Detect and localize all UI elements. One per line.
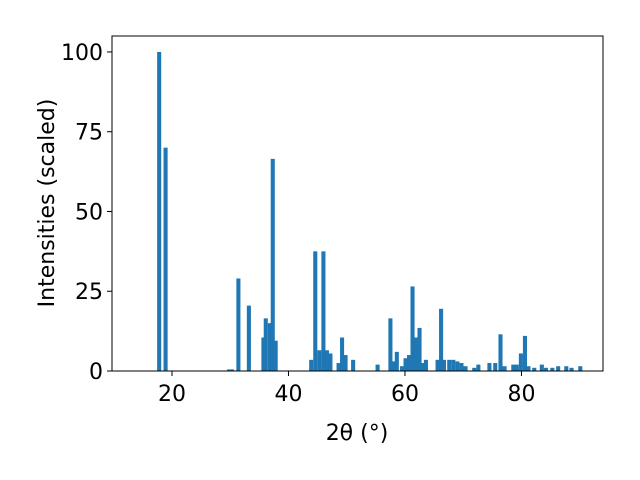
bar bbox=[463, 366, 468, 371]
x-tick-label: 20 bbox=[158, 382, 186, 407]
bar bbox=[522, 335, 527, 371]
bar bbox=[336, 363, 341, 371]
bar bbox=[400, 366, 405, 371]
bar bbox=[493, 363, 498, 371]
bar bbox=[423, 359, 428, 371]
bar bbox=[236, 278, 241, 371]
bar bbox=[403, 358, 408, 371]
bar bbox=[309, 359, 314, 371]
bar bbox=[388, 318, 393, 371]
bar bbox=[227, 369, 232, 371]
bar bbox=[343, 355, 348, 371]
bar bbox=[351, 359, 356, 371]
bar bbox=[514, 364, 519, 371]
bar bbox=[447, 359, 452, 371]
bar bbox=[157, 51, 162, 371]
bar bbox=[556, 366, 561, 371]
bar bbox=[267, 323, 272, 371]
bar bbox=[270, 158, 275, 371]
bar bbox=[526, 366, 531, 371]
bar bbox=[439, 308, 444, 371]
bar bbox=[413, 337, 418, 371]
bar bbox=[394, 351, 399, 371]
bar bbox=[328, 353, 333, 371]
x-tick-label: 60 bbox=[391, 382, 419, 407]
bar bbox=[324, 350, 329, 371]
bar bbox=[410, 286, 415, 371]
bar bbox=[340, 337, 345, 371]
y-tick-label: 50 bbox=[75, 200, 103, 225]
bar bbox=[459, 363, 464, 371]
bar bbox=[518, 353, 523, 371]
bar bbox=[163, 147, 168, 371]
bar bbox=[246, 305, 251, 371]
y-tick-label: 0 bbox=[89, 360, 103, 385]
bar bbox=[539, 364, 544, 371]
x-tick-label: 80 bbox=[507, 382, 535, 407]
bar bbox=[391, 361, 396, 371]
bar bbox=[229, 369, 235, 371]
plot-frame bbox=[111, 35, 604, 372]
bar bbox=[441, 359, 447, 371]
bar bbox=[417, 327, 422, 371]
bar bbox=[487, 363, 492, 371]
bar bbox=[273, 340, 278, 371]
bar bbox=[543, 367, 548, 371]
bar bbox=[313, 251, 318, 371]
x-axis-label: 2θ (°) bbox=[326, 421, 389, 446]
bar bbox=[261, 337, 266, 371]
bar bbox=[451, 359, 456, 371]
bar bbox=[564, 366, 569, 371]
bar bbox=[498, 334, 503, 371]
y-axis-label: Intensities (scaled) bbox=[35, 99, 60, 308]
bar bbox=[511, 364, 516, 371]
bar bbox=[375, 364, 380, 371]
bar bbox=[420, 363, 426, 371]
bar bbox=[569, 367, 574, 371]
y-tick-label: 25 bbox=[75, 280, 103, 305]
bar bbox=[321, 251, 326, 371]
x-tick-label: 40 bbox=[274, 382, 302, 407]
bar bbox=[578, 366, 583, 371]
bar bbox=[435, 359, 440, 371]
bar bbox=[317, 350, 322, 371]
bar bbox=[407, 355, 412, 371]
bar bbox=[263, 318, 268, 371]
bar bbox=[532, 367, 537, 371]
y-tick-label: 75 bbox=[75, 121, 103, 146]
bar bbox=[502, 366, 507, 371]
bar bbox=[476, 364, 481, 371]
bar bbox=[455, 361, 460, 371]
bar bbox=[472, 367, 477, 371]
y-tick-label: 100 bbox=[61, 41, 103, 66]
bar bbox=[550, 367, 555, 371]
